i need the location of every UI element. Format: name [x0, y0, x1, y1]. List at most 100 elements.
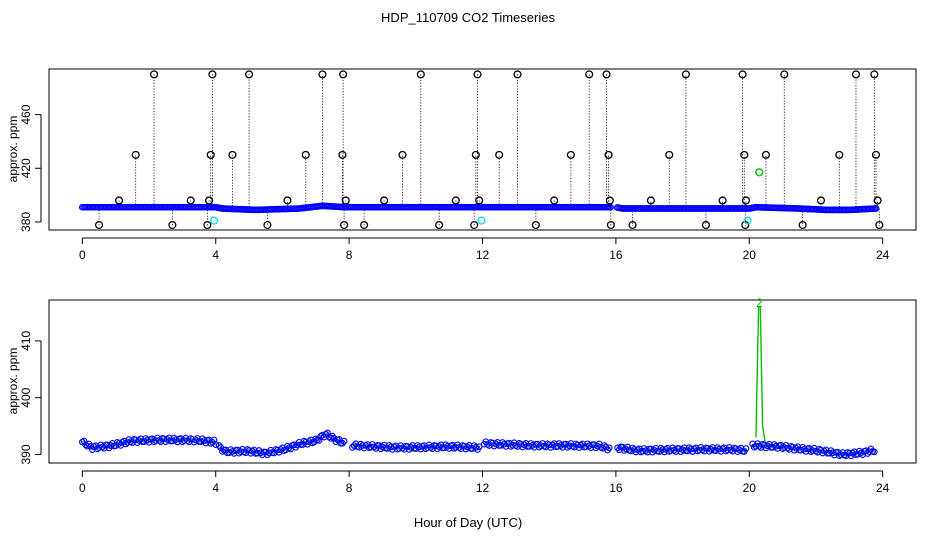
- panel1-x-tick-label: 12: [476, 248, 490, 262]
- raw-spike-point: [473, 70, 482, 79]
- raw-spike-point: [681, 70, 690, 79]
- x-axis-label: Hour of Day (UTC): [414, 515, 522, 530]
- average-point: [605, 444, 613, 452]
- panel2-x-tick-label: 4: [212, 481, 219, 495]
- panel2-y-tick-label: 410: [19, 331, 33, 351]
- spike-line: [755, 306, 766, 444]
- average-point: [305, 438, 313, 445]
- baseline-point: [872, 205, 880, 212]
- panel1-x-tick-label: 24: [876, 248, 890, 262]
- average-point: [794, 443, 801, 451]
- raw-spike-point: [816, 196, 826, 205]
- panel2-x-tick-label: 8: [346, 481, 353, 495]
- panel2-x-tick-label: 16: [609, 481, 623, 495]
- average-point: [80, 437, 88, 445]
- raw-spike-point: [131, 150, 140, 159]
- raw-spike-point: [471, 150, 480, 159]
- average-point: [762, 444, 770, 452]
- average-point: [592, 444, 600, 452]
- raw-spike-point: [301, 150, 310, 159]
- raw-spike-point: [475, 196, 484, 205]
- average-point: [277, 446, 285, 453]
- raw-spike-point: [398, 150, 407, 159]
- raw-spike-point: [380, 196, 389, 205]
- average-point: [315, 437, 323, 444]
- raw-spike-point: [605, 196, 614, 205]
- raw-spike-point: [701, 220, 710, 230]
- raw-spike-point: [416, 70, 425, 79]
- panel2-x-tick-label: 12: [476, 481, 490, 495]
- average-point: [742, 445, 750, 452]
- raw-spike-point: [339, 70, 348, 79]
- average-point: [215, 442, 223, 449]
- raw-spike-point: [283, 196, 292, 205]
- raw-spike-point: [208, 70, 217, 79]
- average-point: [212, 441, 220, 448]
- average-point: [805, 445, 813, 452]
- raw-spike-point: [875, 220, 884, 230]
- average-point: [619, 443, 626, 451]
- average-point: [324, 429, 331, 437]
- raw-spike-point: [114, 196, 124, 205]
- raw-spike-point: [186, 196, 195, 205]
- panel1-x-tick-label: 16: [609, 248, 623, 262]
- raw-spike-point: [870, 70, 879, 79]
- average-point: [720, 444, 728, 452]
- average-point: [734, 448, 741, 456]
- raw-spike-point: [341, 196, 350, 205]
- panel2-marks: 2: [78, 296, 878, 460]
- raw-spike-point: [718, 196, 727, 205]
- panel2-ylabel: approx. ppm: [6, 348, 20, 415]
- flag-2-point: [755, 168, 764, 177]
- panel2-y-tick-label: 400: [19, 387, 33, 407]
- panel2-plot-frame: [48, 299, 917, 464]
- raw-spike-point: [798, 220, 807, 230]
- raw-spike-point: [531, 220, 540, 230]
- panel1-y-tick-label: 380: [19, 212, 33, 232]
- average-point: [855, 447, 863, 455]
- raw-spike-point: [149, 70, 159, 79]
- raw-spike-point: [740, 150, 749, 159]
- calibration-flag-point: [477, 216, 486, 225]
- panel1-plot-frame: [48, 68, 917, 231]
- raw-spike-point: [780, 70, 789, 79]
- raw-spike-point: [851, 70, 861, 79]
- raw-spike-point: [435, 220, 444, 230]
- raw-spike-point: [871, 150, 881, 159]
- raw-spike-point: [94, 220, 104, 230]
- panel1-marks: [78, 70, 884, 230]
- raw-spike-point: [665, 150, 674, 159]
- panel1-x-tick-label: 4: [212, 248, 219, 262]
- raw-spike-point: [606, 220, 615, 230]
- calibration-flag-point: [210, 216, 219, 225]
- raw-spike-point: [340, 220, 349, 230]
- average-point: [340, 437, 348, 445]
- panel2-axes: 0 4 8 12 16 20 24 390 400 410: [19, 331, 890, 495]
- panel2-y-tick-label: 390: [19, 444, 33, 464]
- panel1-y-tick-label: 460: [19, 104, 33, 124]
- raw-spike-point: [604, 150, 613, 159]
- raw-spike-point: [873, 196, 882, 205]
- raw-spike-point: [741, 220, 750, 230]
- chart-title: HDP_110709 CO2 Timeseries: [381, 10, 555, 25]
- panel2-x-tick-label: 0: [79, 481, 86, 495]
- raw-spike-point: [495, 150, 504, 159]
- raw-spike-point: [245, 70, 254, 79]
- average-point: [870, 448, 878, 456]
- average-point: [505, 439, 513, 447]
- panel2-x-tick-label: 24: [876, 481, 890, 495]
- average-point: [177, 435, 185, 442]
- panel2-x-tick-label: 20: [743, 481, 757, 495]
- avg-co2-panel: 0 4 8 12 16 20 24 390 400 410 2 approx. ppm: [6, 296, 917, 495]
- raw-spike-point: [741, 196, 750, 205]
- spike-flag-label: 2: [756, 296, 763, 310]
- raw-spike-point: [360, 220, 369, 230]
- raw-spike-point: [761, 150, 770, 159]
- average-point: [684, 447, 691, 455]
- raw-spike-point: [550, 196, 559, 205]
- average-point: [449, 441, 456, 449]
- raw-spike-point: [206, 150, 215, 159]
- raw-spike-point: [205, 196, 214, 205]
